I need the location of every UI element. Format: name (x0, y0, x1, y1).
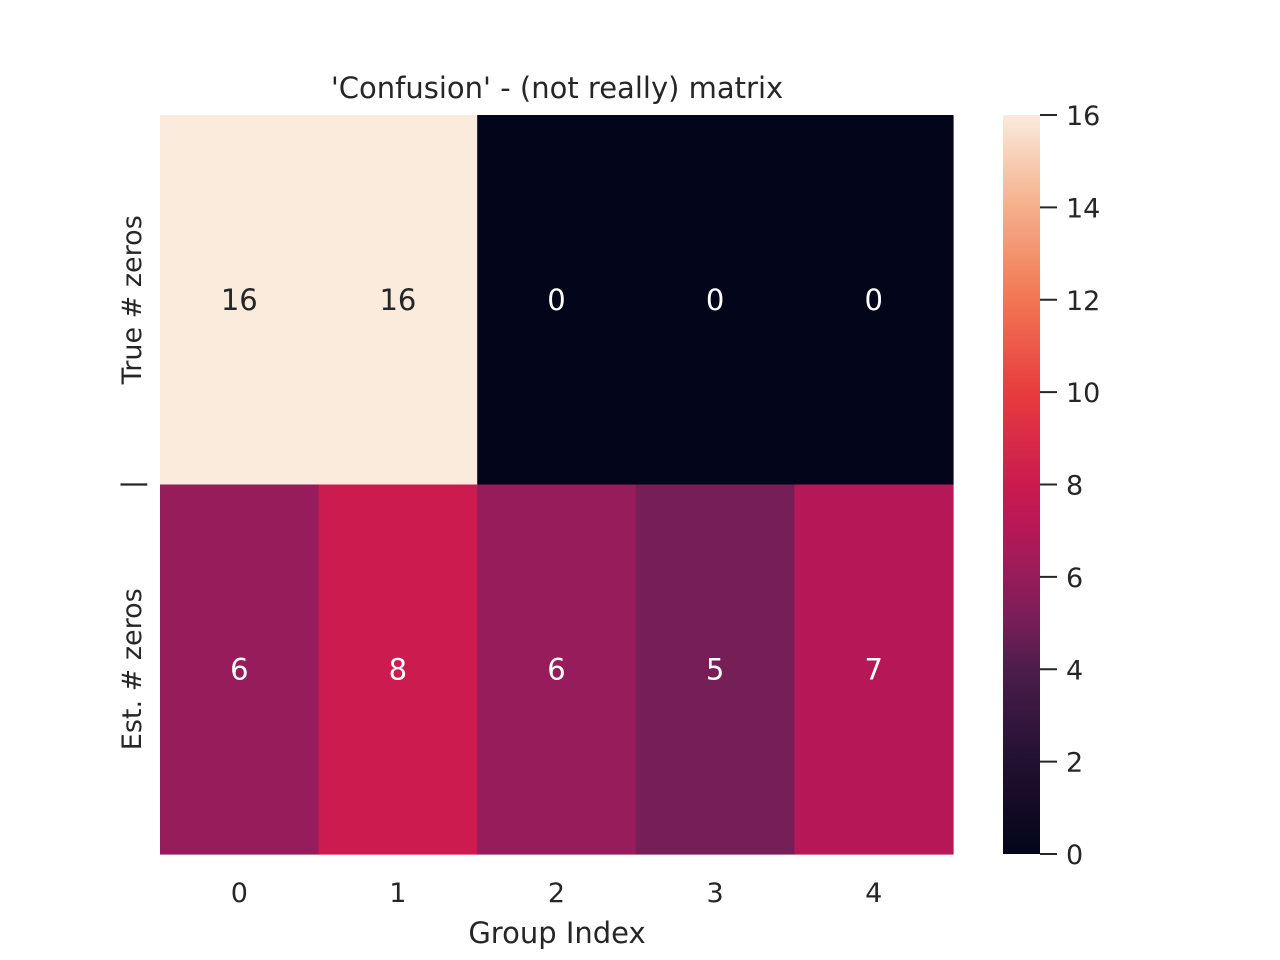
y-tick-label: | (117, 480, 148, 489)
colorbar-ticks: 0 2 4 6 8 10 12 14 16 (1040, 101, 1100, 871)
x-tick-label: 2 (548, 878, 565, 909)
x-tick-label: 4 (865, 878, 882, 909)
heatmap-cell (794, 115, 954, 486)
cell-annotations: 16 16 0 0 0 6 8 6 5 7 (221, 283, 883, 687)
chart-title: 'Confusion' - (not really) matrix (331, 71, 783, 105)
cell-annotation: 0 (547, 283, 565, 317)
colorbar-tick-label: 10 (1066, 378, 1100, 409)
colorbar-tick-label: 14 (1066, 193, 1100, 224)
cell-annotation: 0 (706, 283, 724, 317)
heatmap-cells (160, 115, 954, 855)
colorbar-tick-label: 16 (1066, 101, 1100, 132)
x-tick-label: 3 (707, 878, 724, 909)
y-axis-ticks: True # zeros | Est. # zeros (117, 215, 148, 750)
colorbar (1003, 115, 1040, 854)
cell-annotation: 5 (706, 652, 724, 686)
y-tick-label: True # zeros (117, 215, 148, 385)
cell-annotation: 7 (864, 652, 882, 686)
colorbar-tick-label: 0 (1066, 840, 1083, 871)
colorbar-tick-label: 2 (1066, 748, 1083, 779)
x-axis-label: Group Index (468, 916, 645, 950)
heatmap-cell (318, 115, 478, 486)
heatmap-cell (635, 115, 795, 486)
cell-annotation: 16 (379, 283, 416, 317)
colorbar-tick-label: 4 (1066, 655, 1083, 686)
y-tick-label: Est. # zeros (117, 588, 148, 750)
x-tick-label: 1 (389, 878, 406, 909)
x-tick-label: 0 (231, 878, 248, 909)
colorbar-tick-label: 12 (1066, 286, 1100, 317)
cell-annotation: 6 (230, 652, 248, 686)
x-axis-ticks: 0 1 2 3 4 (231, 878, 883, 909)
colorbar-tick-label: 6 (1066, 563, 1083, 594)
cell-annotation: 16 (221, 283, 258, 317)
heatmap-cell (160, 484, 320, 855)
heatmap-cell (318, 484, 478, 855)
heatmap-cell (160, 115, 320, 486)
heatmap-cell (477, 484, 637, 855)
heatmap-cell (635, 484, 795, 855)
heatmap-cell (794, 484, 954, 855)
cell-annotation: 6 (547, 652, 565, 686)
cell-annotation: 0 (864, 283, 882, 317)
heatmap-cell (477, 115, 637, 486)
cell-annotation: 8 (389, 652, 407, 686)
colorbar-tick-label: 8 (1066, 471, 1083, 502)
